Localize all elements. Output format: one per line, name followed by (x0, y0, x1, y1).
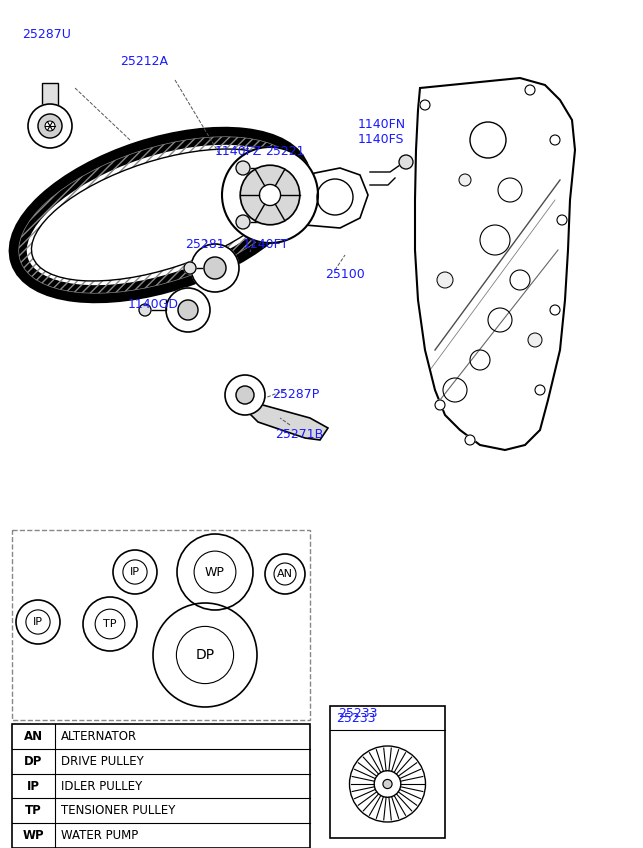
Circle shape (236, 215, 250, 229)
Circle shape (236, 386, 254, 404)
Text: AN: AN (24, 730, 43, 743)
Circle shape (176, 627, 233, 683)
Circle shape (525, 85, 535, 95)
Circle shape (437, 272, 453, 288)
Text: TP: TP (25, 804, 42, 817)
Circle shape (166, 288, 210, 332)
Circle shape (399, 155, 413, 169)
Text: DRIVE PULLEY: DRIVE PULLEY (61, 755, 144, 767)
Text: 25287U: 25287U (22, 28, 71, 41)
Text: TP: TP (104, 619, 117, 629)
Circle shape (178, 300, 198, 320)
Polygon shape (415, 78, 575, 450)
Circle shape (95, 609, 125, 639)
Circle shape (222, 147, 318, 243)
Circle shape (204, 257, 226, 279)
Text: 25271B: 25271B (275, 428, 323, 441)
Circle shape (38, 114, 62, 138)
Text: IP: IP (33, 617, 43, 627)
Text: ALTERNATOR: ALTERNATOR (61, 730, 137, 743)
Circle shape (259, 185, 280, 205)
Text: 25233: 25233 (338, 707, 377, 720)
Ellipse shape (18, 136, 302, 294)
Text: 25233: 25233 (336, 711, 376, 724)
Circle shape (435, 400, 445, 410)
Text: WP: WP (205, 566, 225, 578)
Ellipse shape (30, 148, 289, 282)
Circle shape (510, 270, 530, 290)
Text: TENSIONER PULLEY: TENSIONER PULLEY (61, 804, 176, 817)
Circle shape (177, 534, 253, 610)
Text: DP: DP (195, 648, 215, 662)
Circle shape (184, 262, 196, 274)
Text: DP: DP (24, 755, 42, 767)
Text: WATER PUMP: WATER PUMP (61, 829, 138, 842)
Text: 25287P: 25287P (272, 388, 320, 401)
Circle shape (113, 550, 157, 594)
Circle shape (350, 746, 426, 822)
Circle shape (26, 610, 50, 634)
Polygon shape (248, 402, 328, 440)
Circle shape (470, 350, 490, 370)
Circle shape (535, 385, 545, 395)
Circle shape (274, 563, 296, 585)
Circle shape (443, 378, 467, 402)
Circle shape (240, 165, 300, 225)
Bar (12, 724, 310, 848)
Circle shape (265, 554, 305, 594)
Circle shape (465, 435, 475, 445)
Text: 25100: 25100 (325, 268, 365, 281)
Circle shape (528, 333, 542, 347)
Bar (12, 530, 310, 720)
Text: 25212A: 25212A (120, 55, 168, 68)
Text: 1140FZ: 1140FZ (215, 145, 262, 158)
Text: WP: WP (23, 829, 44, 842)
Circle shape (191, 244, 239, 292)
Circle shape (498, 178, 522, 202)
Text: 1140FS: 1140FS (358, 133, 404, 146)
Ellipse shape (32, 149, 289, 281)
Circle shape (383, 779, 392, 789)
Text: IP: IP (130, 567, 140, 577)
Text: 1140FN: 1140FN (358, 118, 406, 131)
Bar (330, 706, 445, 838)
Circle shape (374, 771, 401, 797)
Circle shape (550, 305, 560, 315)
Circle shape (317, 179, 353, 215)
Circle shape (194, 551, 236, 593)
Text: IP: IP (27, 779, 40, 793)
Polygon shape (295, 168, 368, 228)
Circle shape (459, 174, 471, 186)
Text: 1140GD: 1140GD (128, 298, 179, 311)
Circle shape (153, 603, 257, 707)
Circle shape (236, 161, 250, 175)
Circle shape (420, 100, 430, 110)
Circle shape (139, 304, 151, 316)
Circle shape (550, 135, 560, 145)
Circle shape (225, 375, 265, 415)
Circle shape (488, 308, 512, 332)
Text: 25281: 25281 (185, 238, 224, 251)
Circle shape (470, 122, 506, 158)
Bar (42, 83, 58, 108)
Text: AN: AN (277, 569, 293, 579)
Circle shape (557, 215, 567, 225)
Circle shape (123, 560, 147, 584)
Text: 1140FT: 1140FT (243, 238, 289, 251)
Circle shape (28, 104, 72, 148)
Circle shape (480, 225, 510, 255)
Circle shape (16, 600, 60, 644)
Text: IDLER PULLEY: IDLER PULLEY (61, 779, 142, 793)
Circle shape (45, 121, 55, 131)
Text: 25221: 25221 (265, 145, 305, 158)
Circle shape (83, 597, 137, 651)
